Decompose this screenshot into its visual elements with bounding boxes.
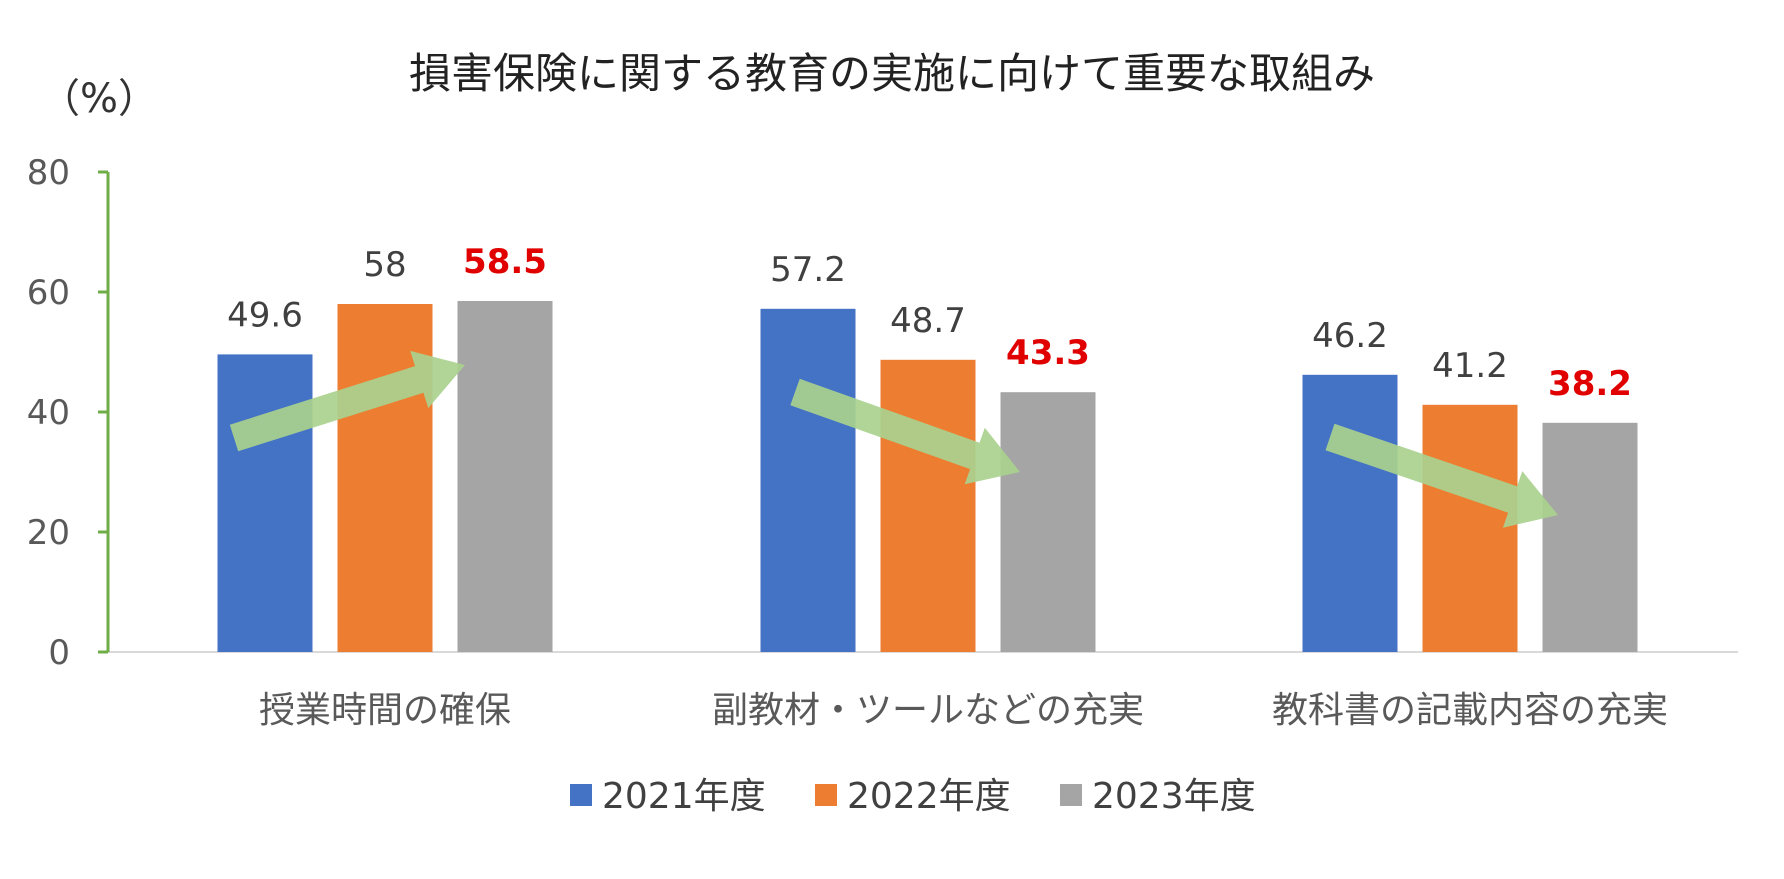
legend: 2021年度 2022年度 2023年度	[570, 776, 1256, 817]
x-tick-label: 教科書の記載内容の充実	[1272, 690, 1668, 731]
bar-2-2	[880, 359, 976, 652]
y-tick-label: 80	[27, 153, 70, 193]
bar-2-3	[1422, 404, 1518, 652]
legend-swatch	[815, 784, 837, 806]
bar-3-1	[457, 301, 553, 652]
data-label: 49.6	[227, 295, 303, 335]
legend-label: 2023年度	[1092, 776, 1256, 817]
bar-3-3	[1542, 422, 1638, 652]
data-label: 41.2	[1432, 346, 1508, 386]
legend-label: 2021年度	[602, 776, 766, 817]
legend-swatch	[1060, 784, 1082, 806]
y-tick-label: 0	[48, 633, 70, 673]
trend-arrow-up	[229, 350, 465, 452]
data-label: 48.7	[890, 301, 966, 341]
x-tick-label: 授業時間の確保	[259, 690, 511, 731]
x-tick-label: 副教材・ツールなどの充実	[712, 690, 1144, 731]
trend-arrow-down	[790, 378, 1020, 485]
y-axis-unit: （%）	[40, 76, 158, 122]
data-label: 38.2	[1548, 364, 1632, 404]
data-label: 58	[363, 245, 406, 285]
legend-swatch	[570, 784, 592, 806]
y-tick-label: 60	[27, 273, 70, 313]
bar-1-1	[217, 354, 313, 652]
plot-area: 0 20 40 60 80 49.6 57.2 46.2 58 48.7 41.2 58.5 43.3 3…	[27, 153, 1738, 731]
trend-arrow-down	[1325, 423, 1558, 528]
bar-3-2	[1000, 392, 1096, 652]
data-label: 57.2	[770, 250, 846, 290]
bar-1-3	[1302, 374, 1398, 652]
data-label: 58.5	[463, 242, 547, 282]
y-tick-label: 20	[27, 513, 70, 553]
bar-1-2	[760, 308, 856, 652]
y-tick-label: 40	[27, 393, 70, 433]
data-label: 46.2	[1312, 316, 1388, 356]
data-label: 43.3	[1006, 333, 1090, 373]
chart-title: 損害保険に関する教育の実施に向けて重要な取組み	[409, 49, 1375, 98]
legend-label: 2022年度	[847, 776, 1011, 817]
